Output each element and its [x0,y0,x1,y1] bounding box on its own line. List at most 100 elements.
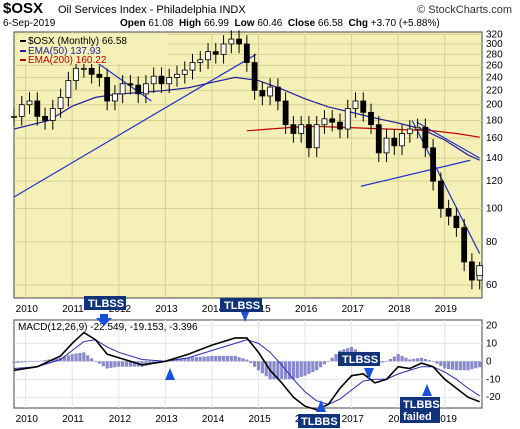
price-candle [57,96,64,109]
arrow-up-icon [165,368,175,380]
annotation-label: TLBBS [301,416,338,428]
annotation-tlbss-3: TLBSS [338,352,380,380]
price-candle [228,38,235,45]
macd-histogram-bar [326,361,330,362]
price-candle [150,75,157,85]
quote-bar: Open 61.08 High 66.99 Low 60.46 Close 66… [120,18,440,29]
price-candle [468,261,475,281]
legend-ema50: EMA(50) 137.93 [28,46,101,57]
macd-histogram-bar [287,361,292,380]
macd-histogram-bar [295,361,299,379]
macd-histogram-bar [187,357,191,362]
macd-histogram-bar [35,361,39,362]
macd-histogram-bar [256,361,261,371]
annotation-label: TLBBS [403,399,440,411]
annotation-tlbss-2: TLBSS [220,298,262,322]
annotation-macd-arrow [165,368,175,380]
trendline [360,159,471,187]
macd-histogram-bar [24,361,28,363]
macd-histogram-bar [16,361,20,363]
macd-histogram-bar [198,356,202,362]
price-x-tick-label: 2017 [342,304,365,315]
price-y-tick-label: 160 [486,133,503,144]
macd-histogram-bar [408,359,412,362]
price-y-tick-label: 200 [486,100,503,111]
price-candle [445,208,452,217]
price-candle [174,73,180,78]
macd-histogram-bar [82,352,86,362]
macd-x-tick-label: 2011 [62,414,84,425]
open-label: Open [120,18,146,29]
price-candle [399,133,405,147]
macd-histogram-bar [249,361,253,364]
macd-histogram-bar [140,361,144,367]
price-candle [80,67,87,70]
macd-histogram-bar [415,358,420,362]
macd-histogram-bar [299,361,303,377]
macd-histogram-bar [291,361,296,380]
trendline [13,53,257,198]
price-x-tick-label: 2019 [435,304,458,315]
price-candle [329,118,336,123]
macd-histogram-bar [458,361,462,371]
macd-histogram-bar [202,356,206,362]
price-candle [391,137,398,147]
price-y-tick-label: 120 [486,176,503,187]
arrow-up-icon [422,384,432,396]
price-candle [251,62,258,91]
macd-panel [13,319,483,409]
price-candle [306,124,312,149]
low-value: 60.46 [257,18,283,29]
price-candle [321,118,328,126]
macd-histogram-bar [66,355,70,362]
macd-histogram-bar [206,356,210,362]
macd-histogram-bar [447,361,451,370]
annotation-label-failed: failed [403,411,432,423]
macd-histogram-bar [392,356,396,362]
macd-histogram-bar [190,357,195,362]
price-candle [189,62,196,71]
macd-signal-line [13,339,480,405]
price-candle [422,126,429,149]
price-candle [437,180,444,209]
price-x-tick-label: 2010 [16,304,39,315]
open-value: 61.08 [148,18,174,29]
macd-histogram-bar [303,361,307,376]
macd-histogram-bar [218,355,222,362]
price-candle [42,115,48,121]
macd-histogram-bar [318,361,323,368]
annotation-box [220,298,262,312]
price-candle [11,115,17,118]
macd-histogram-bar [31,361,36,362]
macd-histogram-bar [229,355,233,362]
macd-histogram-bar [241,358,245,362]
macd-histogram-bar [334,354,338,362]
macd-histogram-bar [381,361,385,363]
macd-histogram-bar [128,361,133,367]
macd-histogram-bar [245,359,249,362]
macd-histogram-bar [47,359,51,362]
macd-histogram-bar [404,357,408,362]
high-label: High [178,18,202,29]
macd-histogram-bar [423,358,427,362]
annotation-box [298,414,340,428]
price-candle [360,100,367,113]
stockcharts-logo: © StockCharts.com [417,4,512,16]
macd-histogram-bar [109,361,113,368]
macd-histogram-bar [474,361,478,369]
price-candle [73,67,79,81]
price-candle [368,111,374,126]
macd-histogram-bar [171,360,175,362]
macd-legend: MACD(12,26,9) -22.549, -19.153, -3.396 [18,322,198,333]
price-candle [205,51,211,61]
macd-histogram-bar [62,356,67,362]
arrow-down-icon [241,312,249,322]
price-candle [135,84,142,95]
macd-histogram-bar [194,357,198,362]
macd-histogram-bar [86,355,90,362]
macd-histogram-bar [39,360,43,362]
macd-histogram-bar [431,361,435,362]
price-candle [337,121,343,130]
macd-y-tick-label: 0 [486,356,492,367]
